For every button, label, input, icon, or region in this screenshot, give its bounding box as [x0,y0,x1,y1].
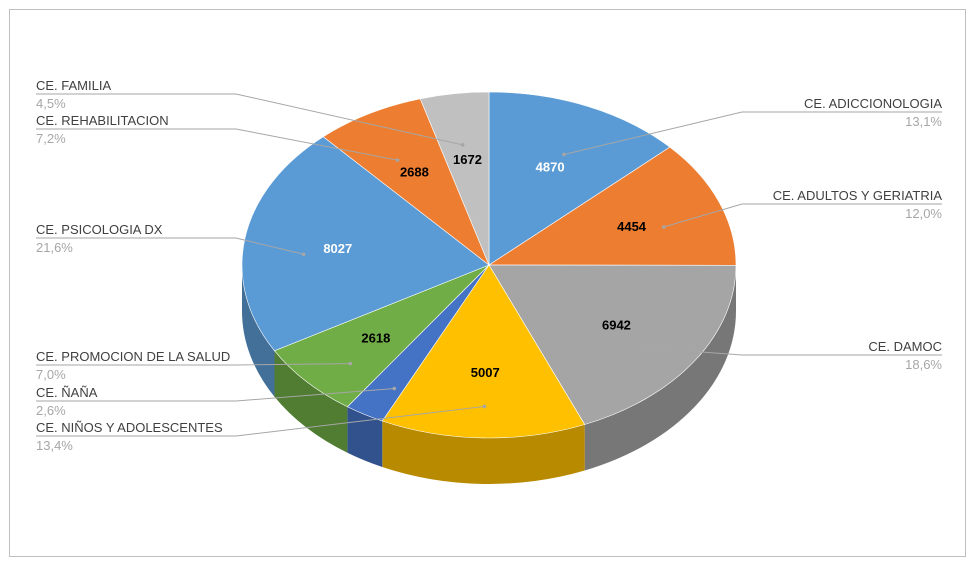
category-label-ce-psicologia-dx: CE. PSICOLOGIA DX [36,222,163,237]
leader-line-ce-rehabilitacion [36,128,398,161]
category-label-ce-familia: CE. FAMILIA [36,78,111,93]
pie-side-ce-psicologia-dx [242,265,275,397]
value-label-ce-damoc: 6942 [602,317,631,332]
percent-label-ce-damoc: 18,6% [905,357,942,372]
percent-label-ce-promocion-de-la-salud: 7,0% [36,367,66,382]
percent-label-ce-nana: 2,6% [36,403,66,418]
percent-label-ce-familia: 4,5% [36,96,66,111]
pie-side-ce-promocion-de-la-salud [274,350,348,453]
pie-side-ce-damoc [584,265,736,471]
value-label-ce-ninos-y-adolescentes: 5007 [471,365,500,380]
category-label-ce-rehabilitacion: CE. REHABILITACION [36,113,169,128]
leader-line-ce-ninos-y-adolescentes [36,405,485,437]
value-labels: 4870 4454 6942 5007 2618 8027 2688 1672 [323,152,646,380]
leader-line-ce-promocion-de-la-salud [36,363,351,366]
pie-slices [241,91,737,439]
pie-slice-ce-familia [419,91,490,266]
pie-slice-ce-adiccionologia [488,91,671,266]
leader-dot-ce-nana [392,386,397,391]
category-label-ce-adultos-y-geriatria: CE. ADULTOS Y GERIATRIA [773,188,943,203]
pie-slice-ce-adultos-y-geriatria [487,146,737,266]
value-label-ce-familia: 1672 [453,152,482,167]
category-label-ce-nana: CE. ÑAÑA [36,385,98,400]
category-label-ce-adiccionologia: CE. ADICCIONOLOGIA [804,96,942,111]
percent-label-ce-adiccionologia: 13,1% [905,114,942,129]
pie-slice-ce-promocion-de-la-salud [273,264,490,408]
pie-side-ce-ninos-y-adolescentes [382,421,585,484]
leader-line-ce-damoc [645,347,942,356]
pie-slice-ce-ninos-y-adolescentes [381,264,586,439]
leader-line-ce-adiccionologia [563,111,942,155]
leader-dot-ce-rehabilitacion [395,158,400,162]
value-label-ce-adultos-y-geriatria: 4454 [617,219,647,234]
pie-slice-ce-damoc [488,264,737,425]
percent-label-ce-ninos-y-adolescentes: 13,4% [36,438,73,453]
pie-slice-ce-rehabilitacion [322,98,490,266]
category-label-ce-damoc: CE. DAMOC [868,339,942,354]
category-label-ce-ninos-y-adolescentes: CE. NIÑOS Y ADOLESCENTES [36,420,223,435]
percent-label-ce-psicologia-dx: 21,6% [36,240,73,255]
value-label-ce-psicologia-dx: 8027 [323,241,352,256]
value-label-ce-adiccionologia: 4870 [536,160,565,175]
value-label-ce-rehabilitacion: 2688 [400,164,429,179]
percent-label-ce-adultos-y-geriatria: 12,0% [905,206,942,221]
category-label-ce-promocion-de-la-salud: CE. PROMOCION DE LA SALUD [36,349,230,364]
pie-slice-ce-psicologia-dx [241,136,490,352]
value-label-ce-promocion-de-la-salud: 2618 [361,330,390,345]
leader-line-ce-nana [36,388,395,402]
leader-line-ce-familia [36,93,463,146]
leader-lines [36,93,942,437]
percent-label-ce-rehabilitacion: 7,2% [36,131,66,146]
category-labels: CE. ADICCIONOLOGIA 13,1% CE. ADULTOS Y GER… [36,78,942,453]
leader-line-ce-adultos-y-geriatria [663,203,942,228]
leader-line-ce-psicologia-dx [36,237,304,255]
